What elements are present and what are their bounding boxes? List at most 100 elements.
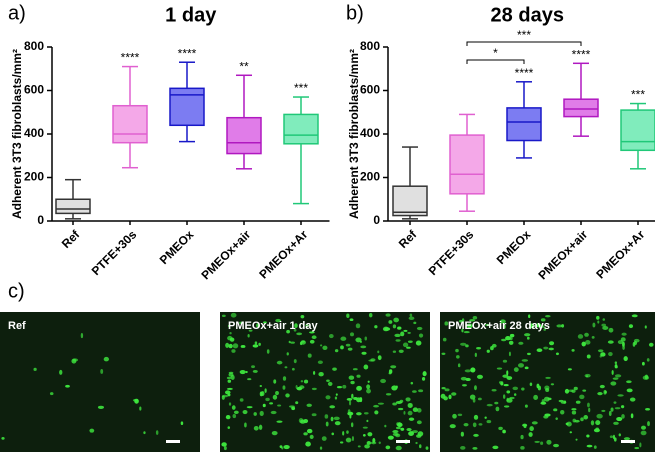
cell	[228, 402, 232, 406]
cell	[593, 445, 597, 449]
cell	[597, 320, 600, 324]
cell	[336, 385, 343, 389]
cell	[180, 421, 184, 426]
cell	[256, 323, 260, 328]
cell	[506, 390, 511, 394]
cell	[528, 432, 533, 437]
cell	[378, 441, 381, 445]
cell	[536, 348, 543, 353]
cell	[224, 390, 231, 395]
cell	[421, 377, 426, 381]
significance: ****	[178, 46, 197, 60]
cell	[349, 413, 352, 419]
cell	[463, 423, 469, 427]
cell	[364, 336, 368, 341]
cell	[406, 427, 412, 432]
x-tick-label: PMEOx	[494, 227, 534, 267]
cell	[347, 409, 351, 415]
cell	[325, 395, 331, 400]
cell	[623, 437, 631, 441]
cell	[467, 324, 473, 329]
cell	[356, 385, 362, 391]
cell	[456, 355, 460, 359]
box	[55, 198, 91, 215]
scale-bar	[396, 440, 410, 443]
cell	[348, 400, 352, 406]
cell	[620, 337, 626, 342]
cell	[553, 408, 558, 412]
cell	[412, 390, 417, 393]
significance: ***	[294, 81, 308, 95]
scale-bar	[621, 440, 635, 443]
cell	[472, 315, 478, 320]
cell	[277, 404, 282, 407]
cell	[324, 414, 329, 419]
cell	[385, 393, 392, 396]
cell	[403, 410, 406, 415]
cell	[228, 343, 233, 349]
cell	[575, 438, 578, 441]
cell	[470, 367, 476, 373]
cell	[229, 332, 232, 335]
cell	[232, 343, 239, 349]
cell	[395, 426, 401, 430]
cell	[571, 348, 575, 352]
cell	[305, 324, 309, 328]
cell	[499, 319, 506, 324]
cell	[385, 445, 391, 450]
cell	[418, 333, 424, 338]
cell	[546, 439, 552, 445]
cell	[363, 364, 369, 370]
x-tick-label: Ref	[59, 227, 83, 251]
cell	[441, 352, 446, 356]
significance: ***	[631, 88, 645, 102]
cell	[245, 371, 248, 374]
cell	[522, 423, 528, 427]
cell	[460, 445, 466, 450]
cell	[618, 433, 621, 437]
cell	[610, 407, 614, 412]
cell	[478, 423, 483, 426]
cell	[614, 407, 621, 410]
cell	[391, 385, 398, 391]
cell	[452, 413, 457, 419]
cell	[388, 369, 393, 374]
cell	[543, 328, 547, 331]
cell	[503, 384, 509, 387]
cell	[240, 345, 246, 348]
cell	[100, 369, 104, 374]
cell	[223, 446, 227, 451]
cell	[65, 384, 70, 388]
cell	[410, 381, 414, 385]
cell	[325, 421, 329, 427]
cell	[564, 388, 570, 394]
cell	[345, 343, 351, 347]
cell	[366, 388, 371, 394]
cell	[597, 392, 603, 396]
cell	[415, 441, 418, 445]
cell	[340, 345, 344, 350]
cell	[400, 427, 405, 431]
cell	[318, 371, 324, 377]
cell	[540, 401, 547, 405]
cell	[349, 318, 354, 322]
cell	[612, 377, 619, 380]
cell	[395, 400, 403, 404]
cell	[155, 430, 159, 435]
cell	[311, 413, 317, 417]
cell	[33, 367, 37, 371]
cell	[233, 410, 239, 415]
cell	[253, 425, 259, 431]
cell	[566, 421, 572, 427]
chart-title: 28 days	[491, 4, 564, 26]
cell	[279, 445, 283, 449]
cell	[370, 441, 377, 445]
cell	[97, 405, 105, 409]
cell	[505, 335, 511, 341]
cell	[368, 359, 375, 362]
cell	[508, 351, 511, 357]
cell	[290, 341, 295, 344]
cell	[502, 374, 509, 378]
cell	[340, 336, 347, 341]
cell	[422, 371, 427, 377]
